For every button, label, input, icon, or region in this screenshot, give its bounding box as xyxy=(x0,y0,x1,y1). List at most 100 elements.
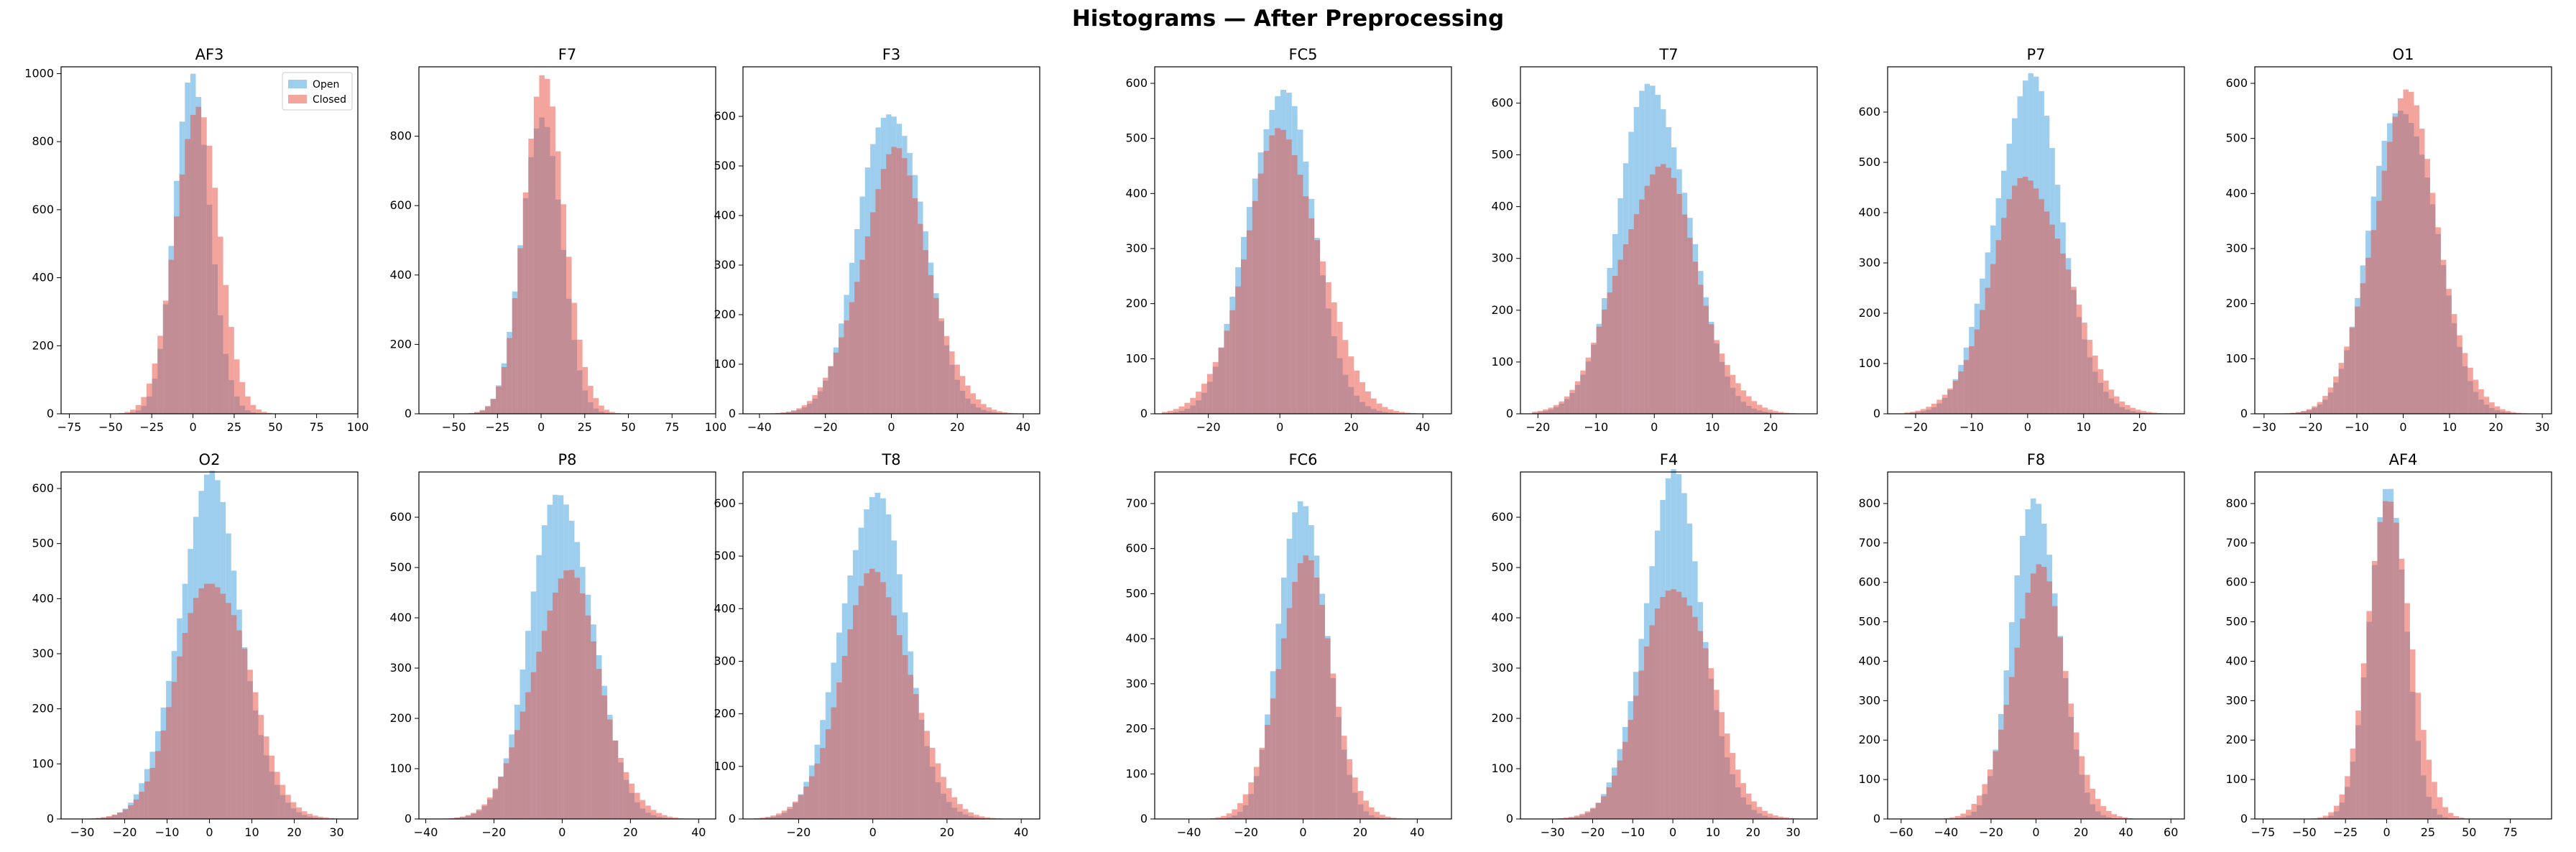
histogram-bar xyxy=(2114,396,2120,414)
histogram-bar xyxy=(2019,619,2026,819)
x-tick-label: 20 xyxy=(2074,825,2088,839)
x-tick-label: 0 xyxy=(2024,420,2031,434)
panel-f8: −60 −40 −20 0 20 40 60010020030040050060070080… xyxy=(1858,451,2185,839)
x-tick-label: 20 xyxy=(2132,420,2146,434)
histogram-bar xyxy=(1584,811,1591,819)
histogram-bar xyxy=(1904,412,1910,414)
histogram-bar xyxy=(1671,589,1676,819)
histogram-bar xyxy=(1698,284,1704,414)
x-tick-label: 40 xyxy=(1016,420,1030,434)
panel-title: AF4 xyxy=(2389,451,2418,468)
histogram-bar xyxy=(485,406,491,414)
histogram-bar xyxy=(290,802,297,819)
histogram-bar xyxy=(1745,793,1752,819)
y-tick-label: 400 xyxy=(32,271,54,284)
y-tick-label: 0 xyxy=(47,407,54,420)
histogram-bar xyxy=(1773,815,1778,819)
histogram-bar xyxy=(1369,807,1375,819)
histogram-bar xyxy=(2462,353,2468,414)
histogram-bar xyxy=(261,412,267,414)
histogram-bar xyxy=(264,736,269,819)
histogram-bar xyxy=(2398,98,2404,415)
histogram-bar xyxy=(2060,253,2066,414)
histogram-bar xyxy=(1719,353,1725,414)
y-tick-label: 100 xyxy=(1858,772,1880,786)
histogram-bar xyxy=(160,730,167,819)
histogram-bar xyxy=(823,377,828,414)
histogram-bar xyxy=(1580,370,1586,414)
y-tick-label: 400 xyxy=(389,611,412,624)
histogram-bar xyxy=(1380,815,1385,819)
histogram-bar xyxy=(2290,412,2296,414)
histogram-bar xyxy=(841,656,848,819)
histogram-bar xyxy=(101,817,107,819)
histogram-bar xyxy=(285,795,291,819)
series-closed xyxy=(1532,164,1800,415)
y-tick-label: 400 xyxy=(1125,186,1148,200)
histogram-bar xyxy=(2376,200,2382,414)
histogram-bar xyxy=(591,641,596,819)
histogram-bar xyxy=(171,682,177,819)
x-tick-label: 0 xyxy=(206,825,213,839)
panel-title: O2 xyxy=(199,451,221,468)
y-tick-label: 200 xyxy=(1858,306,1880,320)
histogram-bar xyxy=(2478,389,2484,414)
histogram-bar xyxy=(593,398,599,414)
histogram-bar xyxy=(2437,797,2443,819)
histogram-bar xyxy=(2388,501,2394,819)
histogram-bar xyxy=(2355,710,2361,819)
histogram-bar xyxy=(1714,690,1719,819)
histogram-bar xyxy=(2467,367,2473,414)
histogram-bar xyxy=(2366,611,2372,819)
histogram-bar xyxy=(459,816,466,819)
histogram-bar xyxy=(1235,286,1242,414)
histogram-bar xyxy=(2511,412,2516,414)
x-tick-label: 50 xyxy=(268,420,282,434)
histogram-bar xyxy=(1628,720,1633,819)
histogram-bar xyxy=(2494,406,2501,414)
histogram-bar xyxy=(2092,355,2098,414)
histogram-bar xyxy=(1778,816,1784,819)
x-tick-label: −50 xyxy=(2292,825,2317,839)
histogram-bar xyxy=(2097,369,2104,414)
x-tick-label: −20 xyxy=(1234,825,1258,839)
histogram-bar xyxy=(580,593,586,819)
histogram-bar xyxy=(536,652,542,819)
histogram-bar xyxy=(1348,356,1354,414)
y-tick-label: 200 xyxy=(32,338,54,352)
y-tick-label: 100 xyxy=(389,761,412,775)
histogram-bar xyxy=(1365,391,1371,414)
histogram-bar xyxy=(1569,389,1575,414)
axes-frame xyxy=(1520,66,1818,415)
histogram-bar xyxy=(858,585,864,819)
x-tick-label: 10 xyxy=(244,825,259,839)
histogram-bar xyxy=(1337,322,1343,414)
histogram-bar xyxy=(844,320,849,414)
x-tick-label: 20 xyxy=(1344,420,1358,434)
histogram-bar xyxy=(2414,105,2419,414)
histogram-bar xyxy=(1601,796,1607,819)
series-closed xyxy=(1161,128,1422,415)
histogram-bar xyxy=(1952,381,1959,414)
histogram-bar xyxy=(1325,282,1331,414)
histogram-bar xyxy=(913,694,919,819)
histogram-bar xyxy=(117,812,123,819)
axes-frame xyxy=(1154,66,1452,415)
panel-title: FC5 xyxy=(1288,46,1317,63)
x-tick-label: −20 xyxy=(1581,825,1605,839)
histogram-bar xyxy=(787,806,793,819)
histogram-bar xyxy=(1954,815,1961,819)
histogram-bar xyxy=(2146,412,2152,414)
histogram-bar xyxy=(2306,409,2312,414)
x-tick-label: 40 xyxy=(691,825,706,839)
y-tick-label: 500 xyxy=(1491,148,1513,162)
histogram-bar xyxy=(2393,522,2399,819)
histogram-bar xyxy=(629,783,635,819)
axes-frame xyxy=(1887,66,2185,415)
panel-title: T7 xyxy=(1658,46,1678,63)
histogram-bar xyxy=(2065,269,2072,414)
x-tick-label: 100 xyxy=(347,420,369,434)
histogram-bar xyxy=(2151,412,2157,414)
x-tick-label: 0 xyxy=(2032,825,2039,839)
